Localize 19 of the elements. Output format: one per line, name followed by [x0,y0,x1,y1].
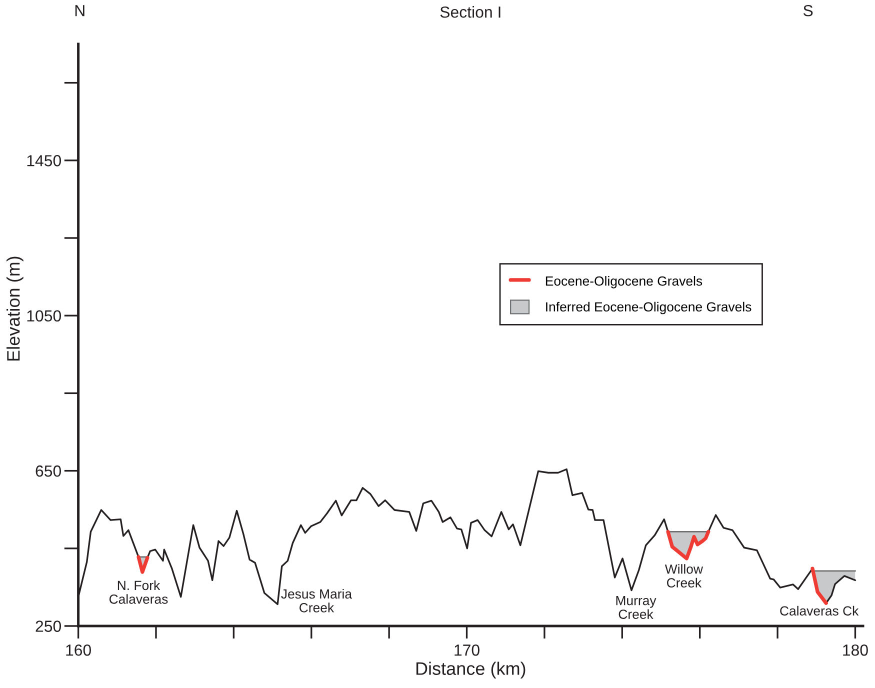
annotation: Calaveras Ck [780,606,859,616]
legend-label: Inferred Eocene-Oligocene Gravels [546,302,752,314]
x-tick-label: 170 [454,644,480,656]
y-tick-label: 250 [36,620,62,632]
legend-label: Eocene-Oligocene Gravels [546,276,702,288]
chart-title: Section I [440,6,500,18]
text: N [75,5,84,16]
annotation: Jesus Maria Creek [281,588,352,612]
text: S [803,4,813,16]
annotation: N. Fork Calaveras [109,580,168,604]
annotation: Willow Creek [664,564,704,588]
x-axis-title: Distance (km) [416,662,526,679]
x-tick-label: 180 [843,644,868,656]
y-tick-label: 650 [36,465,62,477]
y-axis-title: Elevation (m) [6,256,24,361]
x-tick-label: 160 [66,644,91,656]
y-tick-label: 1050 [27,310,62,322]
y-tick-label: 1450 [27,155,62,166]
annotation: Murray Creek [616,596,656,619]
